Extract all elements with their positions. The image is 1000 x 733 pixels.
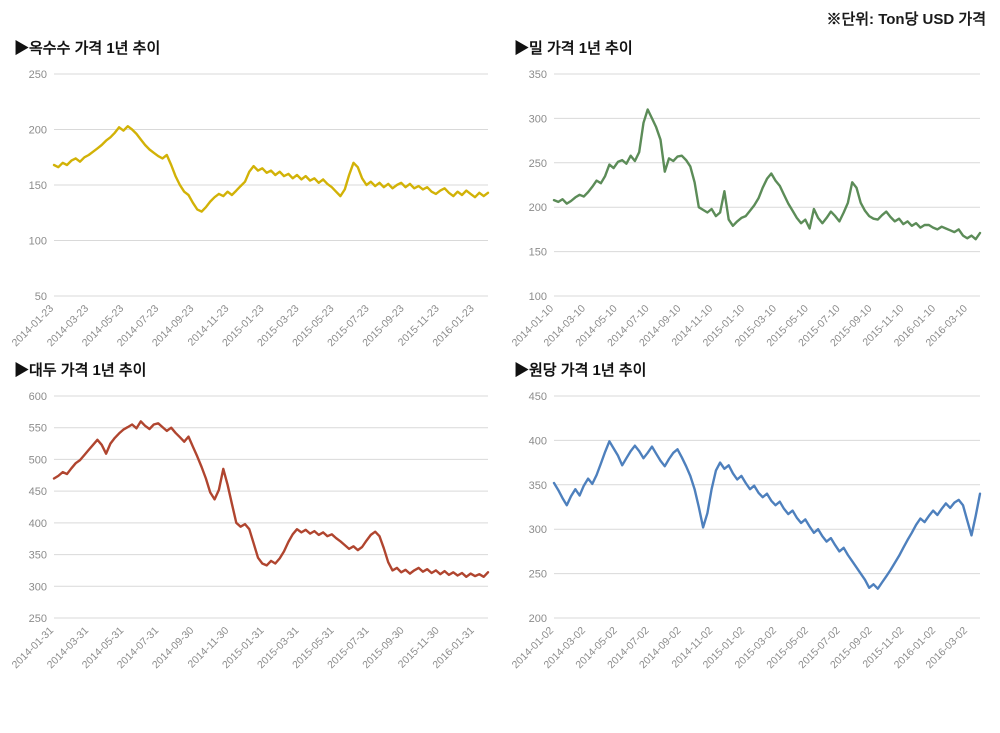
y-axis-tick-label: 200 — [529, 202, 547, 214]
y-axis-tick-label: 200 — [29, 125, 47, 137]
soybean-chart-title: ▶대두 가격 1년 추이 — [14, 362, 147, 379]
y-axis-tick-label: 250 — [29, 613, 47, 625]
y-axis-tick-label: 350 — [29, 550, 47, 562]
y-axis-tick-label: 300 — [529, 113, 547, 125]
y-axis-tick-label: 150 — [529, 247, 547, 259]
y-axis-tick-label: 450 — [29, 486, 47, 498]
wheat-price-chart-block: ▶밀 가격 1년 추이 350 300 250 200 150 100 2014-01-10… — [512, 36, 992, 358]
y-axis-tick-label: 250 — [529, 158, 547, 170]
y-axis-tick-label: 350 — [529, 69, 547, 81]
y-axis-tick-label: 150 — [29, 180, 47, 192]
y-axis-tick-label: 450 — [529, 391, 547, 403]
y-axis-tick-label: 300 — [529, 524, 547, 536]
sugar-price-chart: 4504003503002502002014-01-022014-03-0220… — [512, 391, 982, 671]
corn-chart-title: ▶옥수수 가격 1년 추이 — [14, 40, 161, 57]
y-axis-tick-label: 100 — [529, 291, 547, 303]
y-axis-tick-label: 200 — [529, 613, 547, 625]
y-axis-tick-label: 500 — [29, 454, 47, 466]
corn-price-chart-block: ▶옥수수 가격 1년 추이 250 200 150 100 50 2014-01-23 20… — [12, 36, 512, 358]
corn-price-chart: 250200150100502014-01-232014-03-232014-0… — [12, 69, 490, 349]
sugar-price-chart-block: ▶원당 가격 1년 추이 450 400 350 300 250 200 2014-01-0… — [512, 358, 992, 680]
wheat-price-chart: 3503002502001501002014-01-102014-03-1020… — [512, 69, 982, 349]
wheat-chart-title: ▶밀 가격 1년 추이 — [514, 40, 633, 57]
soybean-price-chart-block: ▶대두 가격 1년 추이 600 550 500 450 400 350 300 250 201… — [12, 358, 512, 680]
charts-grid: ▶옥수수 가격 1년 추이 250 200 150 100 50 2014-01-23 20… — [12, 36, 992, 680]
y-axis-tick-label: 300 — [29, 581, 47, 593]
price-line — [552, 108, 982, 241]
y-axis-tick-label: 400 — [529, 435, 547, 447]
soybean-price-chart: 6005505004504003503002502014-01-312014-0… — [12, 391, 490, 671]
unit-label: ※단위: Ton당 USD 가격 — [826, 11, 986, 28]
y-axis-tick-label: 600 — [29, 391, 47, 403]
y-axis-tick-label: 350 — [529, 480, 547, 492]
y-axis-tick-label: 550 — [29, 423, 47, 435]
y-axis-tick-label: 250 — [29, 69, 47, 81]
y-axis-tick-label: 50 — [35, 291, 47, 303]
y-axis-tick-label: 400 — [29, 518, 47, 530]
price-line — [52, 124, 490, 213]
price-line — [552, 440, 982, 590]
y-axis-tick-label: 100 — [29, 236, 47, 248]
price-line — [52, 420, 490, 579]
y-axis-tick-label: 250 — [529, 569, 547, 581]
sugar-chart-title: ▶원당 가격 1년 추이 — [514, 362, 647, 379]
